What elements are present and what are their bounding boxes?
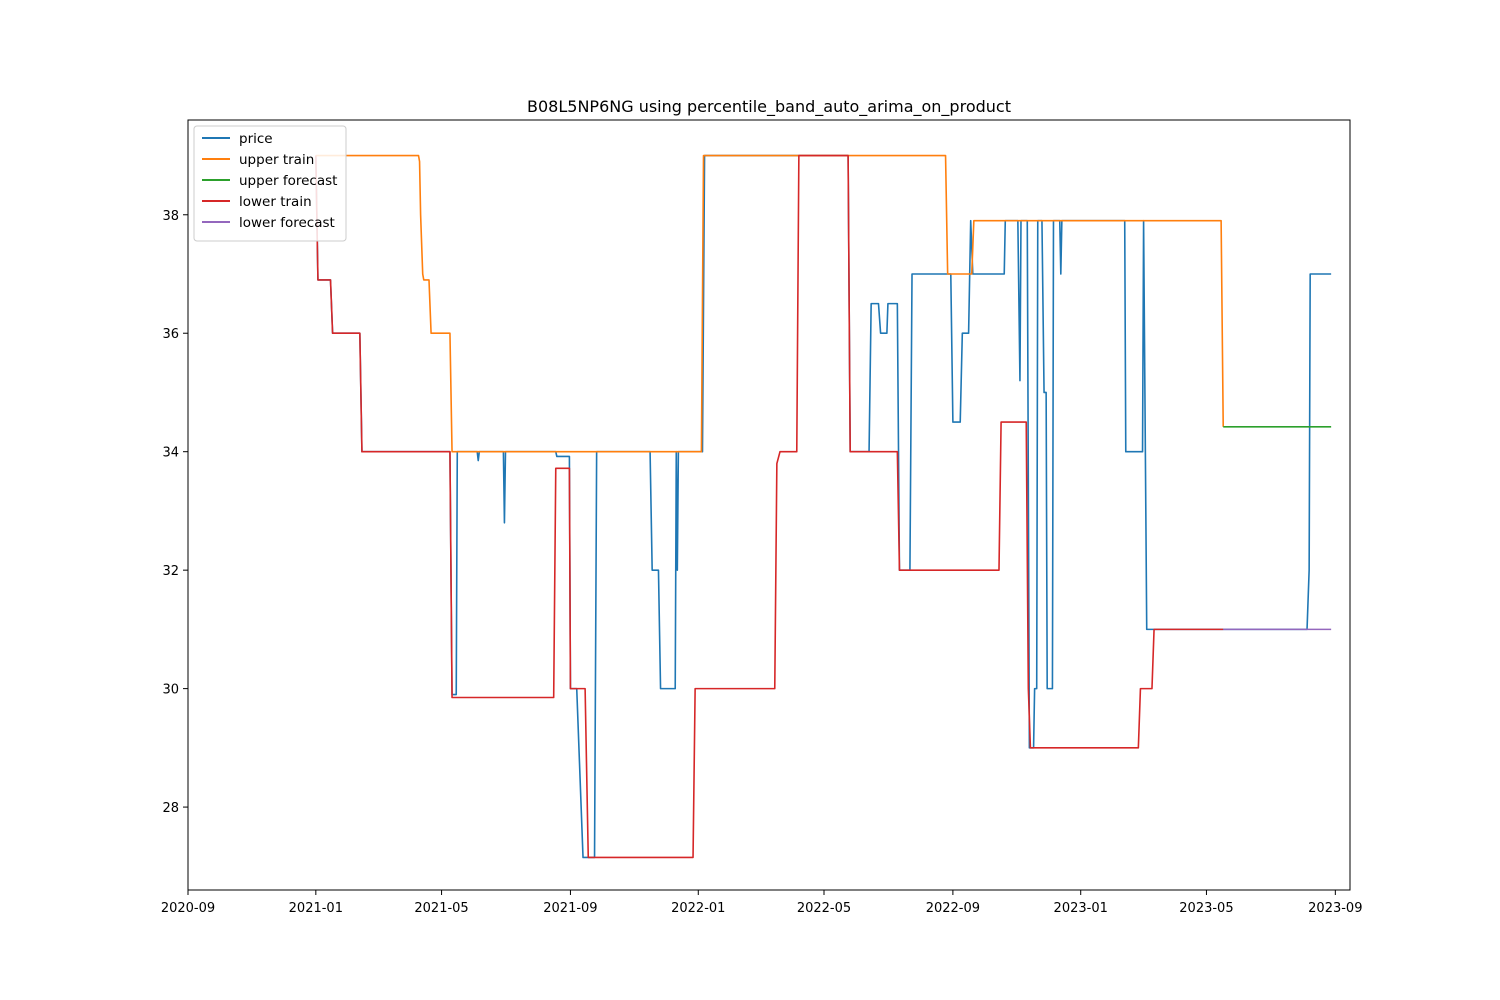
x-tick-label: 2020-09 (161, 901, 215, 916)
x-tick-label: 2023-09 (1308, 901, 1362, 916)
legend-label: upper forecast (239, 173, 337, 189)
x-tick-label: 2023-01 (1054, 901, 1108, 916)
plot-frame (187, 119, 1351, 891)
y-tick-label: 36 (162, 327, 179, 342)
legend-label: lower forecast (239, 215, 335, 231)
legend-label: upper train (239, 152, 314, 168)
x-tick-label: 2021-09 (543, 901, 597, 916)
y-tick-label: 28 (162, 801, 179, 816)
y-tick-label: 34 (162, 446, 179, 461)
chart-title: B08L5NP6NG using percentile_band_auto_ar… (527, 97, 1011, 117)
series-layer (315, 154, 1332, 859)
series-line-price (315, 154, 1332, 859)
legend-box (193, 125, 347, 242)
x-tick-label: 2021-05 (414, 901, 468, 916)
x-tick-label: 2022-01 (671, 901, 725, 916)
y-axis: 28 30 32 34 36 38 (162, 209, 188, 816)
legend-label: lower train (239, 194, 312, 210)
x-axis: 2020-09 2021-01 2021-05 2021-09 2022-01 2022-… (161, 890, 1362, 916)
x-tick-label: 2022-05 (797, 901, 851, 916)
x-tick-label: 2022-09 (926, 901, 980, 916)
legend-label: price (239, 131, 273, 147)
x-tick-label: 2023-05 (1179, 901, 1233, 916)
y-tick-label: 30 (162, 683, 179, 698)
y-tick-label: 38 (162, 209, 179, 224)
x-tick-label: 2021-01 (289, 901, 343, 916)
series-line-lower-train (315, 154, 1224, 859)
series-line-upper-train (315, 154, 1225, 453)
legend: price upper train upper forecast lower trai… (193, 125, 347, 242)
y-tick-label: 32 (162, 564, 179, 579)
